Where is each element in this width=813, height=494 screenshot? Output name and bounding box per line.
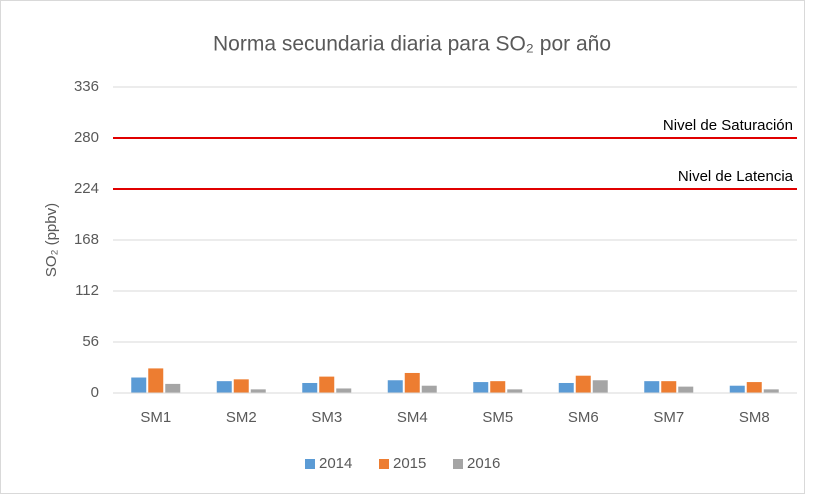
legend-swatch	[305, 459, 315, 469]
y-tick-label: 224	[74, 180, 99, 197]
x-tick-label: SM1	[140, 409, 171, 426]
bar	[404, 372, 420, 393]
y-tick-label: 336	[74, 78, 99, 95]
bar	[421, 385, 437, 393]
legend-swatch	[453, 459, 463, 469]
y-tick-label: 280	[74, 129, 99, 146]
bar	[165, 383, 181, 393]
bar	[131, 377, 147, 393]
bar	[302, 382, 318, 393]
y-tick-label: 56	[82, 333, 99, 350]
bar	[490, 381, 506, 393]
bar	[319, 376, 335, 393]
bar	[763, 389, 779, 393]
x-tick-label: SM7	[653, 409, 684, 426]
bar	[148, 368, 164, 393]
chart-title: Norma secundaria diaria para SO₂ por año	[213, 33, 611, 56]
bar	[507, 389, 523, 393]
legend-label: 2015	[393, 455, 426, 472]
x-tick-label: SM5	[482, 409, 513, 426]
bar	[473, 382, 489, 393]
reference-label: Nivel de Saturación	[663, 117, 793, 134]
x-tick-label: SM8	[739, 409, 770, 426]
y-axis-label: SO₂ (ppbv)	[43, 203, 60, 277]
x-tick-label: SM3	[311, 409, 342, 426]
bar	[336, 388, 352, 393]
reference-label: Nivel de Latencia	[678, 168, 794, 185]
bar	[592, 380, 608, 393]
bar	[216, 381, 232, 393]
bar	[558, 382, 574, 393]
legend-label: 2016	[467, 455, 500, 472]
legend-swatch	[379, 459, 389, 469]
x-tick-label: SM4	[397, 409, 428, 426]
bar	[678, 386, 694, 393]
bar	[575, 375, 591, 393]
bar	[250, 389, 266, 393]
bar	[233, 379, 249, 393]
bar	[746, 382, 762, 393]
bar	[387, 380, 403, 393]
y-tick-label: 168	[74, 231, 99, 248]
bar	[644, 381, 660, 393]
x-tick-label: SM2	[226, 409, 257, 426]
x-tick-label: SM6	[568, 409, 599, 426]
bar	[729, 385, 745, 393]
bar	[661, 381, 677, 393]
y-tick-label: 0	[91, 384, 99, 401]
legend-label: 2014	[319, 455, 352, 472]
y-tick-label: 112	[75, 282, 99, 299]
